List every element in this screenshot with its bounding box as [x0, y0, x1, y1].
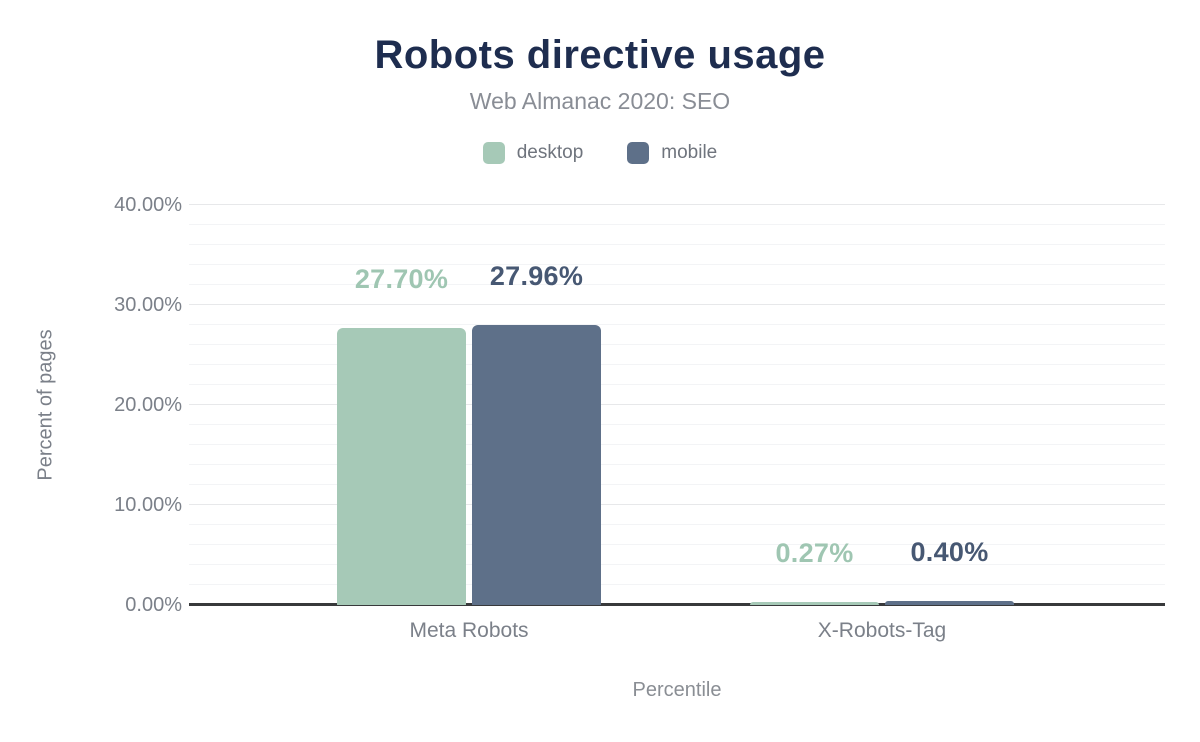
legend-item-desktop[interactable]: desktop — [482, 142, 584, 164]
minor-gridline — [189, 444, 1165, 445]
plot-area: 27.70% 27.96% 0.27% 0.40% — [189, 204, 1165, 606]
bar-value-label-desktop: 0.27% — [775, 538, 854, 569]
mobile-series-swatch — [627, 142, 650, 164]
y-tick-label: 0.00% — [125, 594, 182, 616]
minor-gridline — [189, 584, 1165, 585]
minor-gridline — [189, 564, 1165, 565]
y-axis: 40.00% 30.00% 20.00% 10.00% 0.00% — [0, 195, 182, 615]
y-axis-title: Percent of pages — [34, 329, 57, 481]
y-tick-label: 30.00% — [114, 294, 182, 316]
x-axis-line — [189, 603, 1165, 606]
minor-gridline — [189, 344, 1165, 345]
chart-subtitle: Web Almanac 2020: SEO — [469, 88, 731, 114]
major-gridline — [189, 504, 1165, 505]
minor-gridline — [189, 244, 1165, 245]
major-gridline — [189, 204, 1165, 205]
chart-title: Robots directive usage — [374, 33, 826, 77]
y-tick-label: 10.00% — [114, 494, 182, 516]
legend-label-mobile: mobile — [661, 142, 718, 163]
legend: desktop mobile — [0, 142, 1200, 164]
y-tick-label: 20.00% — [114, 394, 182, 416]
minor-gridline — [189, 284, 1165, 285]
legend-label-desktop: desktop — [516, 142, 584, 163]
minor-gridline — [189, 384, 1165, 385]
x-tick-label-x-robots-tag: X-Robots-Tag — [817, 619, 947, 642]
desktop-series-swatch — [482, 142, 505, 164]
legend-item-mobile[interactable]: mobile — [627, 142, 717, 164]
bar-value-label-mobile: 27.96% — [489, 261, 584, 292]
bar-desktop-meta-robots[interactable] — [337, 328, 466, 605]
bar-desktop-x-robots-tag[interactable] — [750, 602, 879, 605]
minor-gridline — [189, 544, 1165, 545]
minor-gridline — [189, 364, 1165, 365]
minor-gridline — [189, 464, 1165, 465]
bar-mobile-x-robots-tag[interactable] — [885, 601, 1014, 605]
x-tick-label-meta-robots: Meta Robots — [409, 619, 529, 642]
major-gridline — [189, 304, 1165, 305]
minor-gridline — [189, 424, 1165, 425]
major-gridline — [189, 404, 1165, 405]
bar-mobile-meta-robots[interactable] — [472, 325, 601, 605]
minor-gridline — [189, 224, 1165, 225]
bar-value-label-desktop: 27.70% — [354, 264, 449, 294]
y-tick-label: 40.00% — [114, 194, 182, 216]
x-axis-title: Percentile — [632, 679, 722, 701]
minor-gridline — [189, 524, 1165, 525]
bar-value-label-mobile: 0.40% — [910, 537, 989, 567]
minor-gridline — [189, 484, 1165, 485]
minor-gridline — [189, 264, 1165, 265]
minor-gridline — [189, 324, 1165, 325]
